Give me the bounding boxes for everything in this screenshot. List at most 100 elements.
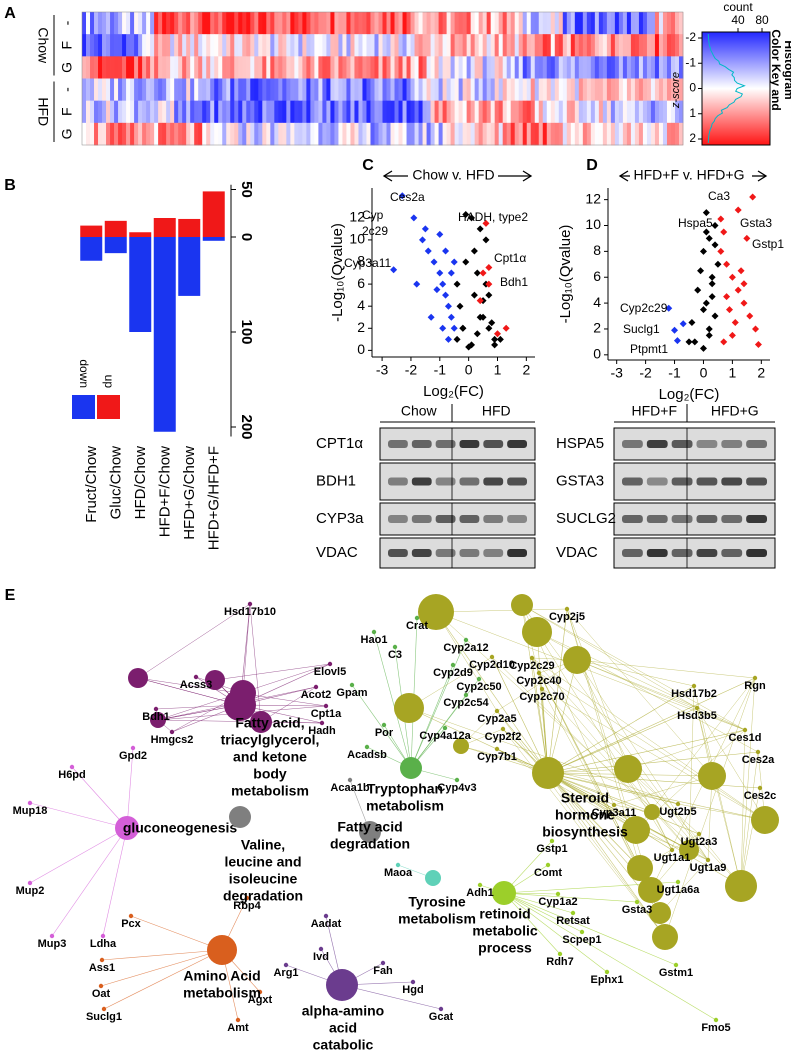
heatmap-cell bbox=[222, 56, 227, 79]
heatmap-cell bbox=[602, 122, 608, 146]
heatmap-cell bbox=[342, 56, 347, 79]
heatmap-cell bbox=[362, 100, 367, 124]
heatmap-cell bbox=[530, 34, 536, 57]
gene-dot bbox=[99, 957, 105, 963]
heatmap-cell bbox=[182, 100, 187, 124]
legend-swatch bbox=[97, 395, 120, 419]
heatmap-cell bbox=[210, 100, 215, 124]
point bbox=[720, 228, 728, 236]
heatmap-cell bbox=[398, 34, 403, 57]
heatmap-cell bbox=[262, 122, 267, 146]
gene-label: Gpam bbox=[336, 687, 367, 699]
heatmap-cell bbox=[426, 122, 431, 146]
heatmap-cell bbox=[314, 78, 319, 102]
heatmap-cell bbox=[118, 100, 123, 124]
heatmap-group-label: HFD bbox=[35, 97, 51, 126]
heatmap-cell bbox=[214, 78, 219, 102]
heatmap-cell bbox=[398, 56, 403, 79]
heatmap-cell bbox=[146, 12, 151, 35]
key-title: Histogram bbox=[782, 40, 791, 99]
gene-dot bbox=[98, 983, 104, 989]
heatmap-cell bbox=[246, 56, 251, 79]
gene-label: Cyp2c70 bbox=[519, 691, 564, 703]
heatmap-cell bbox=[386, 122, 391, 146]
heatmap-cell bbox=[658, 34, 664, 57]
gene-dot bbox=[611, 802, 617, 808]
x-tick-label: 0 bbox=[465, 362, 473, 378]
heatmap-cell bbox=[162, 12, 167, 35]
heatmap-cell bbox=[326, 78, 331, 102]
point bbox=[671, 326, 679, 334]
x-tick-label: 2 bbox=[522, 362, 530, 378]
gene-label: H6pd bbox=[58, 769, 86, 781]
x-tick-label: Gluc/Chow bbox=[108, 446, 125, 520]
pathway-label: Tyrosine bbox=[408, 894, 466, 910]
heatmap-cell bbox=[266, 100, 271, 124]
heatmap-cell bbox=[502, 78, 508, 102]
heatmap-cell bbox=[274, 122, 279, 146]
heatmap-cell bbox=[110, 34, 115, 57]
heatmap-cell bbox=[146, 34, 151, 57]
network-edge bbox=[740, 677, 756, 887]
bar bbox=[202, 191, 225, 237]
network-edge bbox=[659, 859, 709, 914]
point bbox=[485, 264, 493, 272]
heatmap-cell bbox=[466, 100, 472, 124]
heatmap-cell bbox=[322, 34, 327, 57]
heatmap-cell bbox=[94, 100, 99, 124]
heatmap-cell bbox=[414, 122, 419, 146]
heatmap-cell bbox=[126, 100, 131, 124]
heatmap-cell bbox=[262, 100, 267, 124]
heatmap-cell bbox=[622, 122, 628, 146]
heatmap-cell bbox=[142, 34, 147, 57]
key-tick-label: 2 bbox=[689, 131, 696, 145]
heatmap-cell bbox=[170, 12, 175, 35]
heatmap-cell bbox=[278, 100, 283, 124]
gene-label: Ugt1a6a bbox=[657, 884, 701, 896]
heatmap-cell bbox=[90, 12, 95, 35]
point-annotation: Hspa5 bbox=[678, 216, 713, 230]
heatmap-cell bbox=[578, 34, 584, 57]
heatmap-cell bbox=[390, 100, 395, 124]
heatmap-cell bbox=[518, 34, 524, 57]
heatmap-cell bbox=[230, 12, 235, 35]
y-tick-label: 6 bbox=[593, 268, 601, 284]
bar bbox=[178, 218, 201, 237]
heatmap-cell bbox=[226, 56, 231, 79]
heatmap-row-label: G bbox=[59, 62, 75, 73]
heatmap-cell bbox=[410, 122, 415, 146]
heatmap-cell bbox=[230, 100, 235, 124]
heatmap-cell bbox=[86, 56, 91, 79]
heatmap-cell bbox=[446, 122, 452, 146]
heatmap-cell bbox=[230, 78, 235, 102]
heatmap-cell bbox=[650, 34, 656, 57]
heatmap-cell bbox=[298, 56, 303, 79]
heatmap-cell bbox=[462, 122, 468, 146]
gene-label: Cyp2a5 bbox=[477, 713, 516, 725]
heatmap-cell bbox=[574, 100, 580, 124]
heatmap-cell bbox=[434, 100, 439, 124]
heatmap-cell bbox=[394, 34, 399, 57]
heatmap-cell bbox=[630, 122, 636, 146]
heatmap-cell bbox=[518, 56, 524, 79]
heatmap-cell bbox=[614, 100, 620, 124]
heatmap-cell bbox=[598, 34, 604, 57]
heatmap-cell bbox=[490, 12, 496, 35]
blot-band bbox=[622, 440, 643, 448]
gene-label: Hmgcs2 bbox=[151, 734, 194, 746]
gene-dot bbox=[442, 725, 448, 731]
heatmap-cell bbox=[486, 12, 492, 35]
heatmap-cell bbox=[278, 78, 283, 102]
network-edge bbox=[341, 984, 442, 1010]
gene-dot bbox=[371, 629, 377, 635]
heatmap-cell bbox=[258, 34, 263, 57]
heatmap-cell bbox=[542, 78, 548, 102]
gene-dot bbox=[319, 720, 325, 726]
heatmap-cell bbox=[390, 56, 395, 79]
heatmap-cell bbox=[558, 12, 564, 35]
heatmap-cell bbox=[534, 100, 540, 124]
heatmap-cell bbox=[454, 122, 460, 146]
heatmap-cell bbox=[534, 122, 540, 146]
heatmap-cell bbox=[86, 12, 91, 35]
gene-label: Ivd bbox=[313, 951, 329, 963]
